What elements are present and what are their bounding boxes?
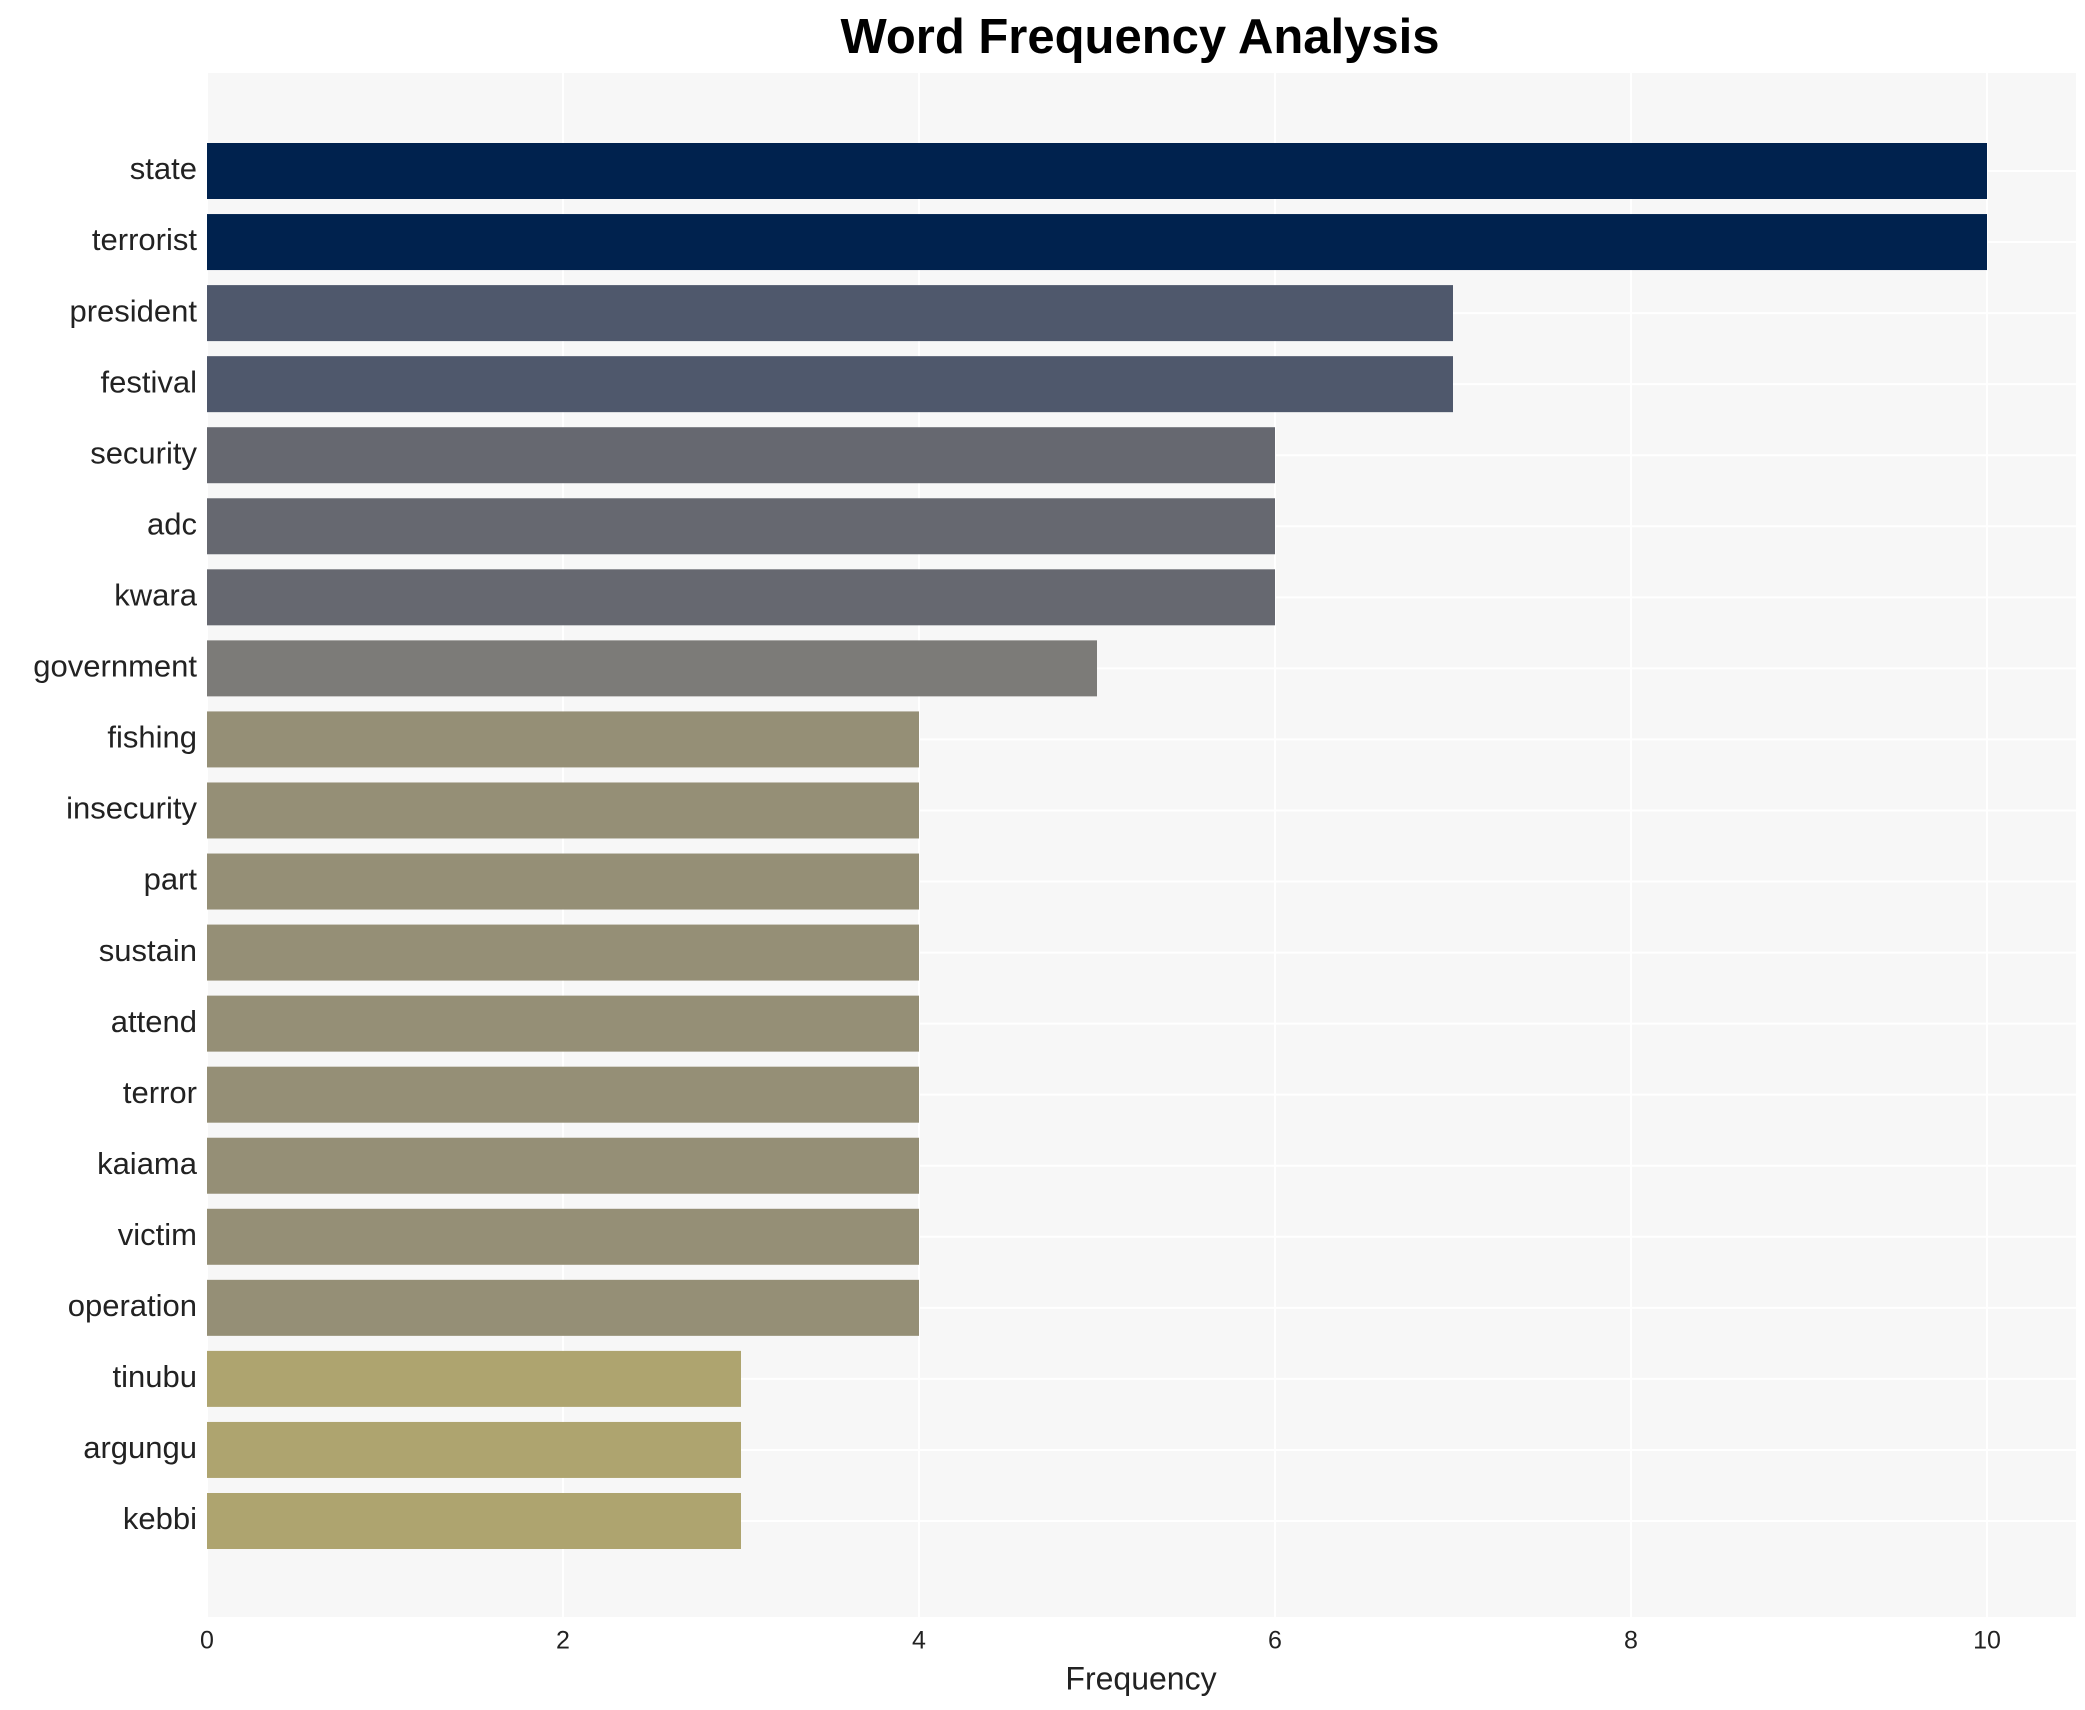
y-tick-label: argungu bbox=[83, 1430, 197, 1465]
y-tick-label: kebbi bbox=[123, 1501, 197, 1536]
chart-title: Word Frequency Analysis bbox=[840, 10, 1439, 64]
y-tick-label: government bbox=[33, 649, 197, 684]
y-tick-label: kaiama bbox=[97, 1146, 198, 1181]
y-tick-label: security bbox=[90, 435, 197, 470]
y-tick-label: insecurity bbox=[66, 791, 197, 826]
x-tick-label: 4 bbox=[912, 1627, 926, 1655]
bar bbox=[207, 285, 1453, 342]
y-tick-label: operation bbox=[68, 1288, 197, 1323]
bar bbox=[207, 1493, 741, 1549]
bar bbox=[207, 143, 1987, 199]
bar bbox=[207, 995, 919, 1052]
x-tick-label: 2 bbox=[556, 1627, 570, 1655]
y-tick-label: adc bbox=[147, 506, 197, 541]
y-tick-label: terror bbox=[123, 1075, 197, 1110]
y-tick-label: terrorist bbox=[92, 222, 197, 257]
bar bbox=[207, 1421, 741, 1478]
bar bbox=[207, 853, 919, 910]
y-tick-label: attend bbox=[111, 1004, 197, 1039]
y-tick-label: fishing bbox=[107, 720, 197, 755]
bar bbox=[207, 214, 1987, 271]
y-tick-label: president bbox=[69, 293, 197, 328]
bar bbox=[207, 356, 1453, 413]
bar bbox=[207, 1350, 741, 1407]
y-tick-label: state bbox=[130, 151, 197, 186]
bar bbox=[207, 1137, 919, 1194]
bar bbox=[207, 711, 919, 768]
x-tick-label: 10 bbox=[1973, 1627, 2001, 1655]
y-tick-label: tinubu bbox=[113, 1359, 197, 1394]
y-tick-label: part bbox=[144, 862, 198, 897]
x-tick-label: 0 bbox=[200, 1627, 214, 1655]
bar bbox=[207, 1279, 919, 1336]
bar bbox=[207, 924, 919, 981]
y-tick-label: victim bbox=[118, 1217, 197, 1252]
y-tick-label: festival bbox=[101, 364, 197, 399]
bar bbox=[207, 782, 919, 839]
bar bbox=[207, 569, 1275, 626]
y-tick-label: kwara bbox=[114, 578, 197, 613]
y-tick-label: sustain bbox=[99, 933, 197, 968]
bar bbox=[207, 640, 1097, 697]
bar bbox=[207, 427, 1275, 484]
bar bbox=[207, 1208, 919, 1265]
x-axis-label: Frequency bbox=[1065, 1660, 1216, 1696]
x-tick-label: 8 bbox=[1624, 1627, 1638, 1655]
bar bbox=[207, 1066, 919, 1123]
bar bbox=[207, 498, 1275, 555]
x-tick-label: 6 bbox=[1268, 1627, 1282, 1655]
